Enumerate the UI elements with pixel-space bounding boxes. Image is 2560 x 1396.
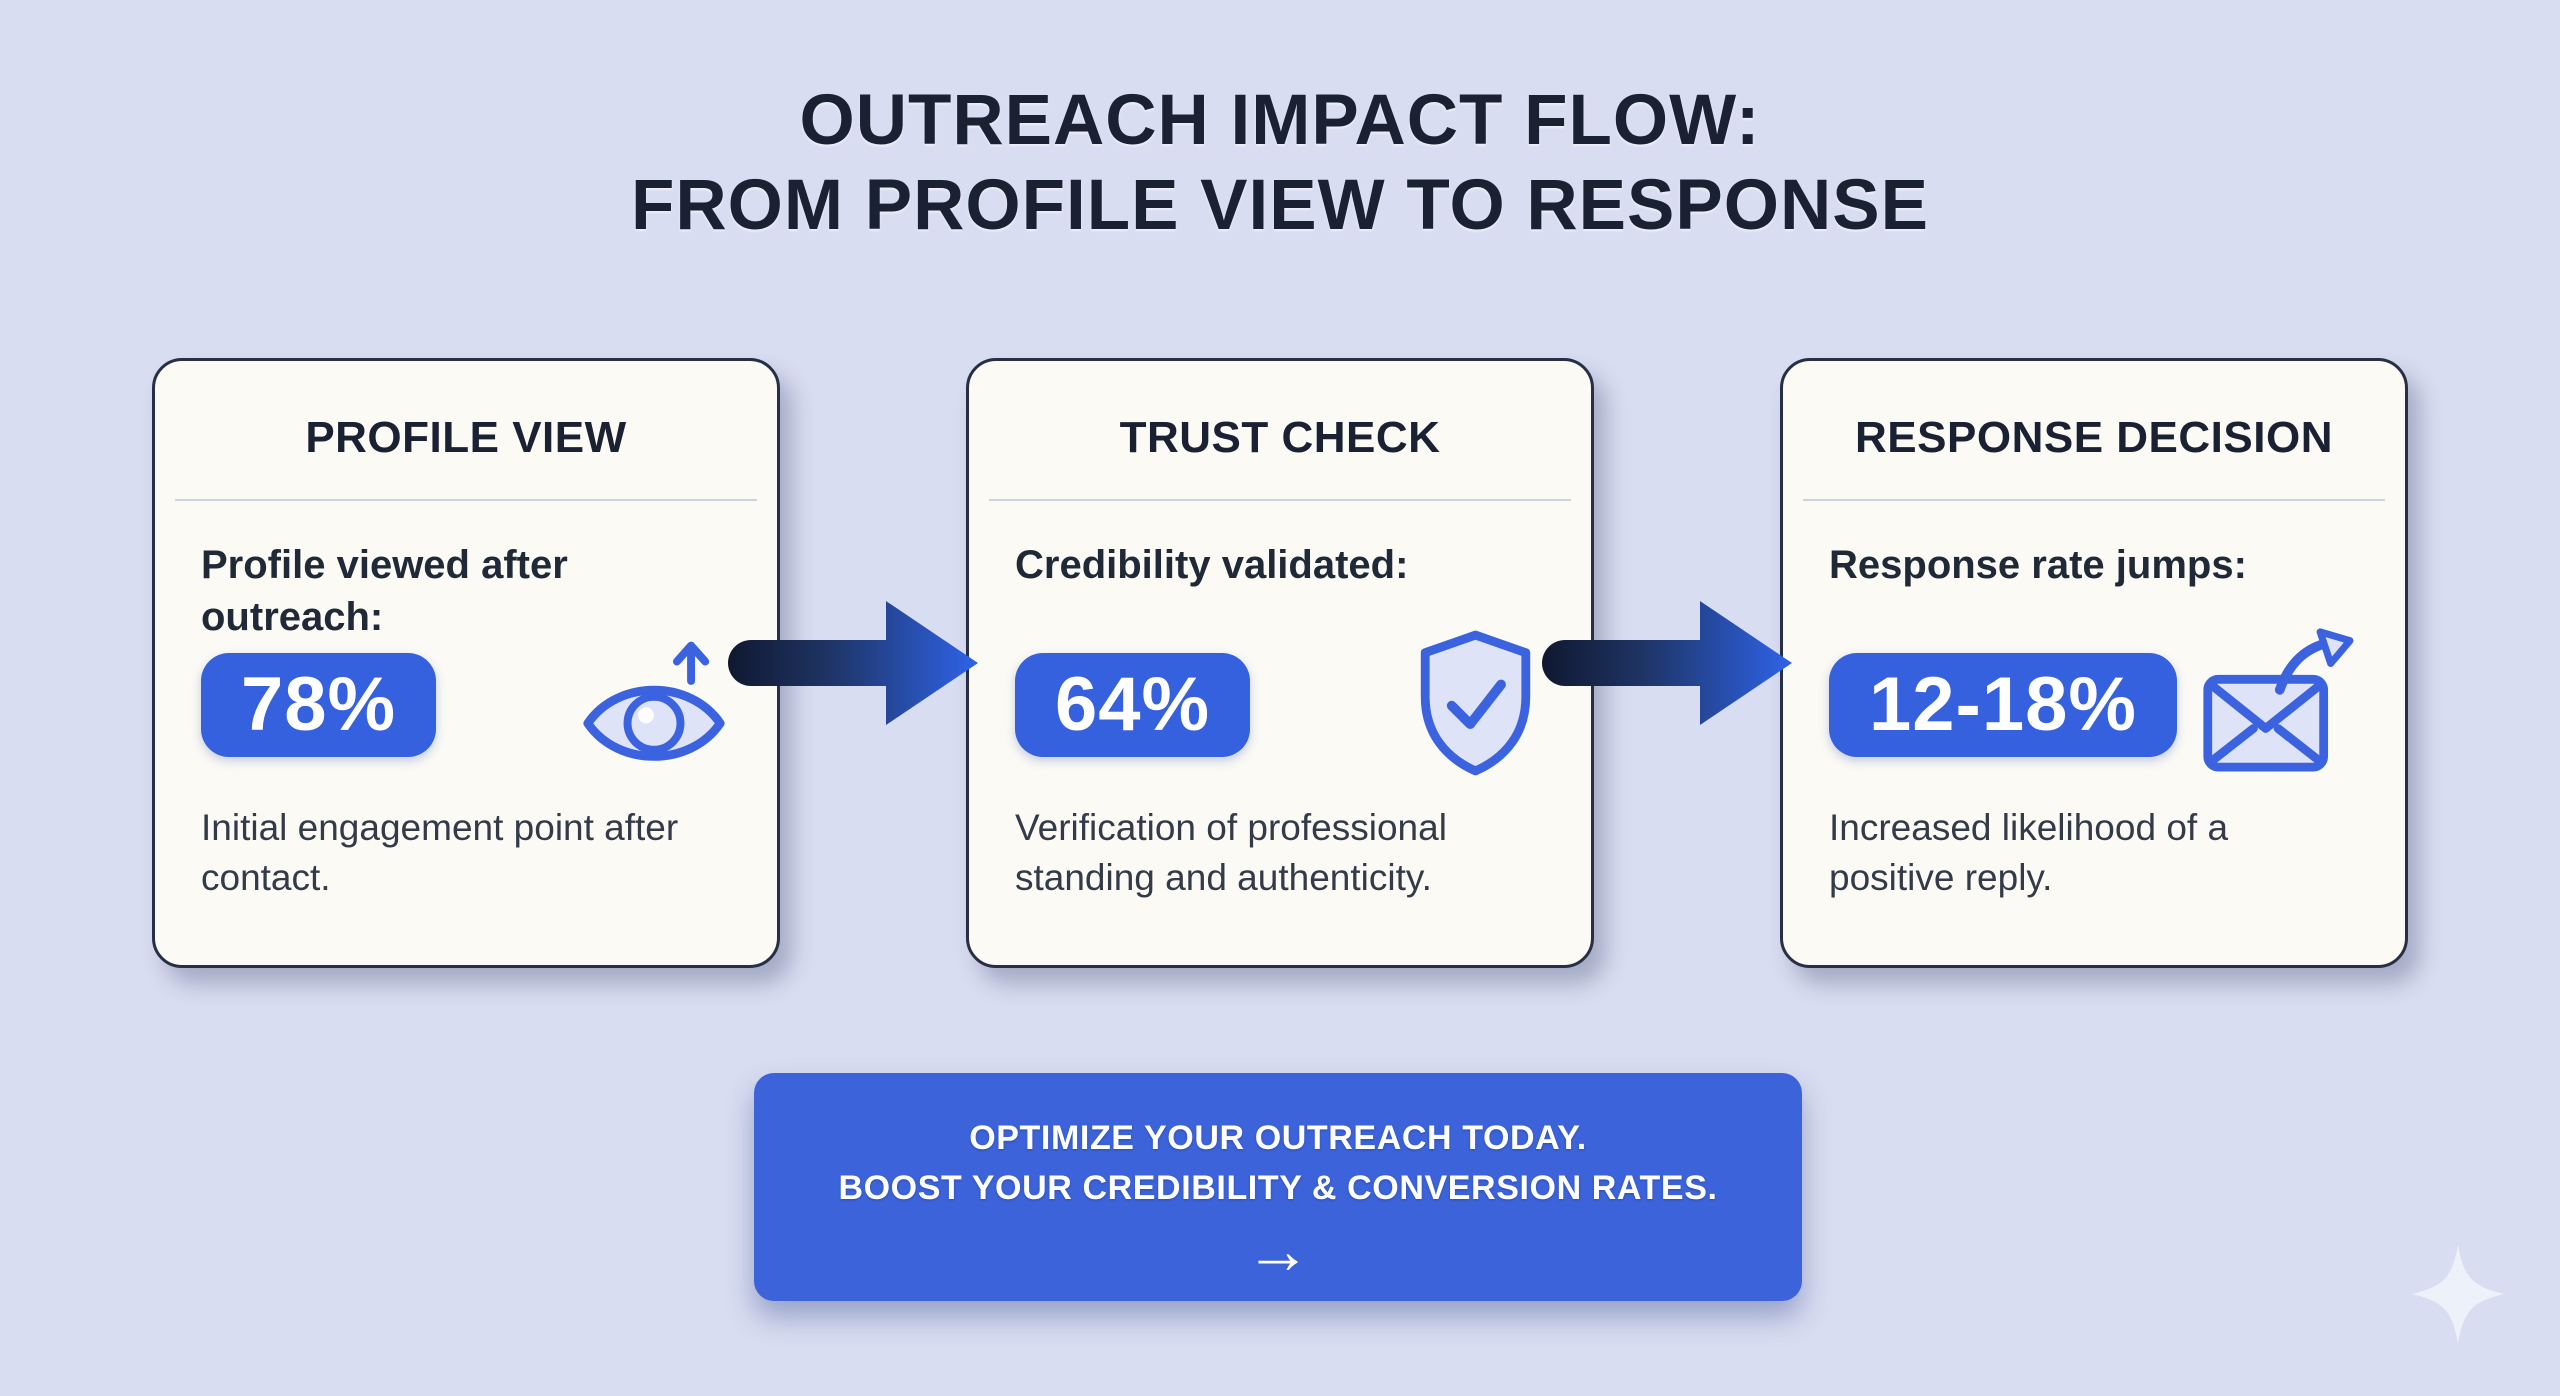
flow-arrow-icon xyxy=(1542,573,1792,753)
card-description: Verification of professional standing an… xyxy=(1015,807,1447,898)
card-title: TRUST CHECK xyxy=(1119,413,1441,462)
cta-line2: BOOST YOUR CREDIBILITY & CONVERSION RATE… xyxy=(838,1169,1718,1207)
stat-row: 64% xyxy=(1015,630,1545,775)
card-description: Initial engagement point after contact. xyxy=(201,807,679,898)
page-title: OUTREACH IMPACT FLOW: FROM PROFILE VIEW … xyxy=(0,78,2560,248)
mail-forward-icon xyxy=(2199,627,2357,783)
card-body: Response rate jumps: 12-18% Increased li… xyxy=(1783,539,2405,903)
card-lead: Credibility validated: xyxy=(1015,543,1409,587)
page-title-line1: OUTREACH IMPACT FLOW: xyxy=(799,81,1761,160)
card-title: PROFILE VIEW xyxy=(305,413,627,462)
shield-check-icon xyxy=(1408,628,1543,783)
stat-row: 12-18% xyxy=(1829,627,2359,771)
card-title: RESPONSE DECISION xyxy=(1855,413,2333,462)
card-body: Credibility validated: 64% Verification … xyxy=(969,539,1591,903)
card-profile-view: PROFILE VIEW Profile viewed after outrea… xyxy=(152,358,780,968)
card-description: Increased likelihood of a positive reply… xyxy=(1829,807,2229,898)
card-lead: Response rate jumps: xyxy=(1829,543,2247,587)
cta-line1: OPTIMIZE YOUR OUTREACH TODAY. xyxy=(969,1119,1587,1157)
eye-trend-up-icon xyxy=(579,628,729,783)
card-body: Profile viewed after outreach: 78% Initi… xyxy=(155,539,777,903)
card-divider xyxy=(989,499,1571,501)
cta-banner[interactable]: OPTIMIZE YOUR OUTREACH TODAY. BOOST YOUR… xyxy=(754,1073,1802,1301)
flow-arrow-icon xyxy=(728,573,978,753)
card-divider xyxy=(1803,499,2385,501)
card-response-decision: RESPONSE DECISION Response rate jumps: 1… xyxy=(1780,358,2408,968)
cta-arrow-icon: → xyxy=(1245,1213,1311,1287)
card-lead: Profile viewed after outreach: xyxy=(201,543,568,639)
card-trust-check: TRUST CHECK Credibility validated: 64% V… xyxy=(966,358,1594,968)
stat-row: 78% xyxy=(201,641,731,761)
stat-badge: 64% xyxy=(1015,653,1251,757)
sparkle-icon xyxy=(2410,1242,2506,1346)
card-divider xyxy=(175,499,757,501)
stat-badge: 12-18% xyxy=(1829,653,2177,757)
stat-badge: 78% xyxy=(201,653,437,757)
page-title-line2: FROM PROFILE VIEW TO RESPONSE xyxy=(631,166,1929,245)
